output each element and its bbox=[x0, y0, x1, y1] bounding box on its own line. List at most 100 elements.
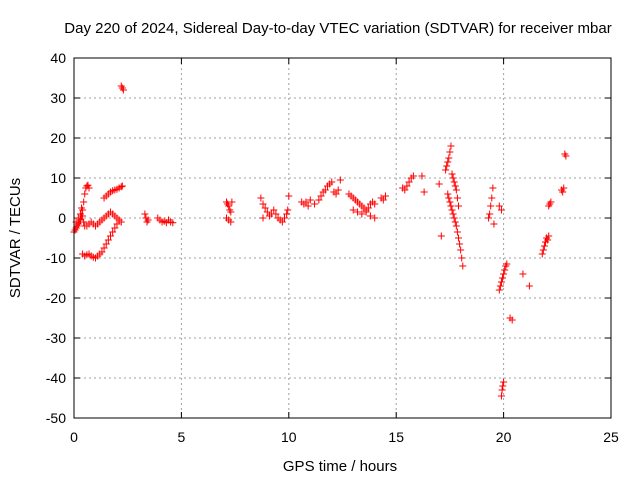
data-point bbox=[98, 248, 106, 256]
data-point bbox=[78, 204, 86, 212]
data-point bbox=[225, 202, 233, 210]
x-tick-labels: 0 5 10 15 20 25 bbox=[70, 429, 619, 445]
data-point bbox=[317, 192, 325, 200]
data-point bbox=[366, 212, 374, 220]
data-point bbox=[437, 232, 445, 240]
data-point bbox=[364, 204, 372, 212]
data-point bbox=[117, 183, 125, 191]
data-point bbox=[443, 162, 451, 170]
data-point bbox=[302, 198, 310, 206]
data-point bbox=[498, 386, 506, 394]
data-point bbox=[261, 204, 269, 212]
data-point bbox=[487, 202, 495, 210]
data-point bbox=[508, 316, 516, 324]
y-tick-label: 0 bbox=[58, 210, 66, 226]
data-point bbox=[349, 206, 357, 214]
data-point bbox=[445, 154, 453, 162]
y-axis-label: SDTVAR / TECUs bbox=[7, 178, 24, 298]
y-tick-label: -10 bbox=[46, 250, 66, 266]
data-point bbox=[496, 282, 504, 290]
data-point bbox=[85, 184, 93, 192]
x-tick-label: 5 bbox=[178, 429, 186, 445]
data-point bbox=[446, 198, 454, 206]
data-point bbox=[107, 232, 115, 240]
chart-title: Day 220 of 2024, Sidereal Day-to-day VTE… bbox=[64, 20, 611, 37]
data-point bbox=[109, 228, 117, 236]
y-tick-label: -30 bbox=[46, 330, 66, 346]
data-point bbox=[80, 218, 88, 226]
data-point bbox=[545, 232, 553, 240]
data-point bbox=[263, 208, 271, 216]
data-point bbox=[144, 216, 152, 224]
data-point bbox=[321, 186, 329, 194]
data-point bbox=[332, 190, 340, 198]
y-tick-label: 20 bbox=[50, 130, 66, 146]
data-point bbox=[450, 214, 458, 222]
data-point bbox=[444, 158, 452, 166]
data-point bbox=[381, 192, 389, 200]
data-point bbox=[451, 182, 459, 190]
data-point bbox=[227, 208, 235, 216]
data-point bbox=[457, 246, 465, 254]
data-point bbox=[278, 218, 286, 226]
data-point bbox=[525, 282, 533, 290]
data-point bbox=[257, 194, 265, 202]
data-point bbox=[409, 172, 417, 180]
data-point bbox=[284, 206, 292, 214]
y-tick-labels: -50 -40 -30 -20 -10 0 10 20 30 40 bbox=[46, 50, 66, 426]
data-point bbox=[371, 214, 379, 222]
data-point bbox=[447, 142, 455, 150]
data-point bbox=[358, 210, 366, 218]
data-point bbox=[450, 178, 458, 186]
data-point bbox=[371, 200, 379, 208]
data-point bbox=[544, 236, 552, 244]
data-point bbox=[405, 178, 413, 186]
data-point bbox=[228, 198, 236, 206]
data-point bbox=[80, 198, 88, 206]
y-tick-label: 10 bbox=[50, 170, 66, 186]
data-point bbox=[336, 176, 344, 184]
data-point bbox=[454, 234, 462, 242]
y-tick-label: 30 bbox=[50, 90, 66, 106]
data-point bbox=[444, 190, 452, 198]
data-series-sdtvar bbox=[70, 82, 570, 400]
data-point bbox=[500, 378, 508, 386]
data-point bbox=[499, 274, 507, 282]
plot-frame bbox=[73, 57, 612, 419]
data-point bbox=[489, 184, 497, 192]
data-point bbox=[119, 86, 127, 94]
data-point bbox=[454, 202, 462, 210]
data-point bbox=[458, 254, 466, 262]
data-point bbox=[449, 174, 457, 182]
y-tick-label: -40 bbox=[46, 370, 66, 386]
data-point bbox=[169, 219, 177, 227]
data-point bbox=[456, 240, 464, 248]
data-point bbox=[540, 242, 548, 250]
data-point bbox=[449, 210, 457, 218]
data-point bbox=[445, 194, 453, 202]
data-point bbox=[74, 214, 82, 222]
data-point bbox=[488, 194, 496, 202]
data-point bbox=[519, 270, 527, 278]
data-point bbox=[259, 214, 267, 222]
data-point bbox=[285, 192, 293, 200]
y-tick-label: -50 bbox=[46, 410, 66, 426]
data-point bbox=[495, 202, 503, 210]
data-point bbox=[311, 200, 319, 208]
data-point bbox=[102, 240, 110, 248]
data-point bbox=[448, 206, 456, 214]
data-point bbox=[81, 190, 89, 198]
x-tick-label: 15 bbox=[388, 429, 404, 445]
data-point bbox=[486, 210, 494, 218]
data-point bbox=[328, 178, 336, 186]
data-point bbox=[113, 220, 121, 228]
data-point bbox=[501, 266, 509, 274]
x-axis-label: GPS time / hours bbox=[283, 458, 397, 475]
data-point bbox=[306, 196, 314, 204]
data-point bbox=[497, 392, 505, 400]
data-point bbox=[315, 196, 323, 204]
data-point bbox=[547, 198, 555, 206]
data-point bbox=[435, 180, 443, 188]
data-point bbox=[452, 186, 460, 194]
